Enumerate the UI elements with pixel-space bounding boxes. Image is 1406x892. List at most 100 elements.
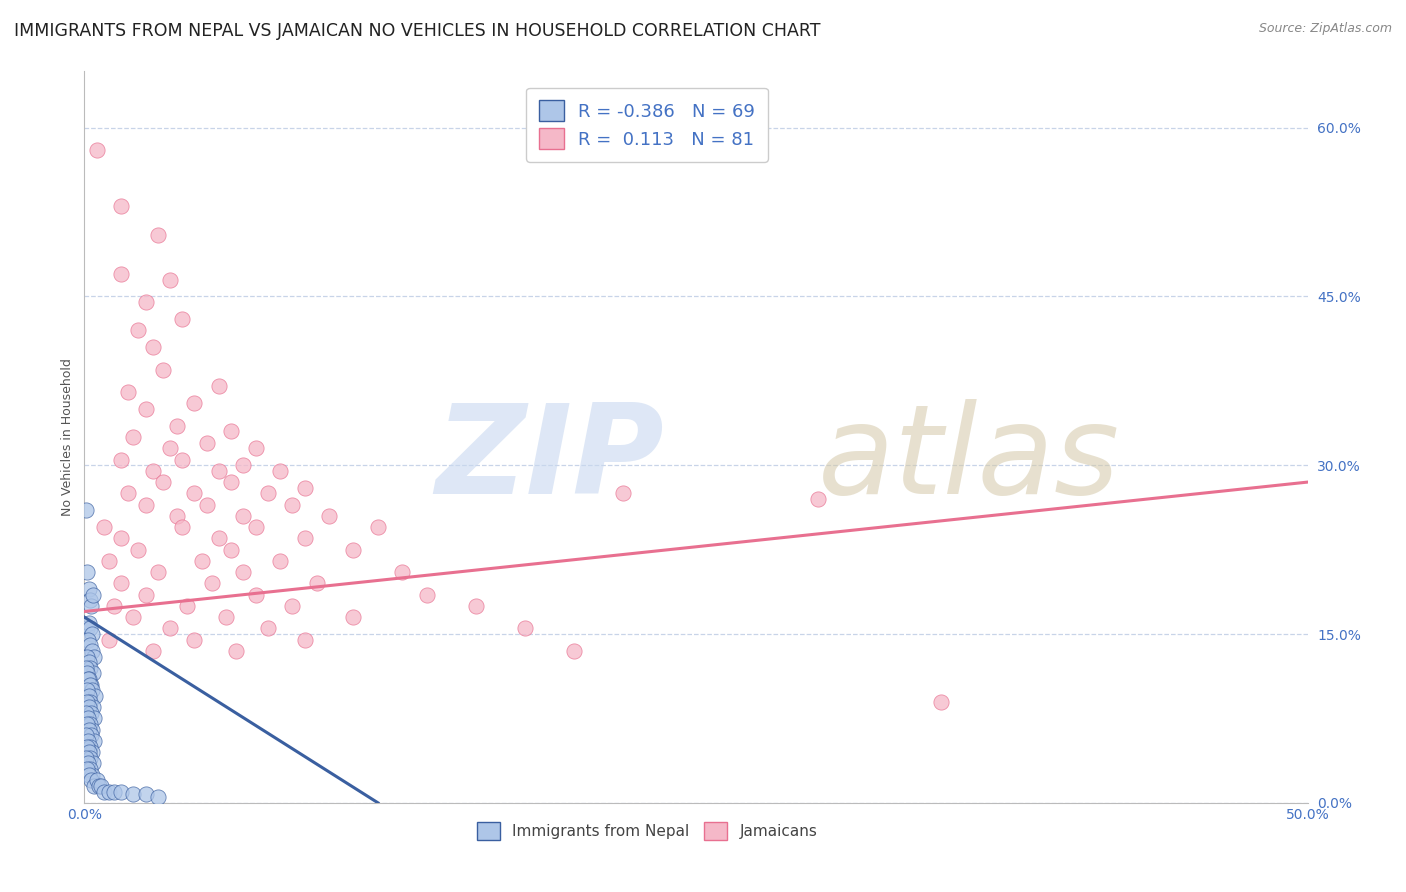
Point xyxy=(152,362,174,376)
Point xyxy=(195,498,218,512)
Point xyxy=(77,756,100,771)
Point xyxy=(110,532,132,546)
Point xyxy=(83,649,105,664)
Point xyxy=(77,745,100,759)
Point xyxy=(305,576,328,591)
Point xyxy=(75,706,97,720)
Point xyxy=(76,762,98,776)
Point xyxy=(77,689,100,703)
Point xyxy=(79,762,101,776)
Point xyxy=(152,475,174,489)
Point xyxy=(82,700,104,714)
Point xyxy=(159,621,181,635)
Point xyxy=(232,565,254,579)
Point xyxy=(257,486,280,500)
Point xyxy=(97,784,120,798)
Point xyxy=(77,615,100,630)
Point xyxy=(122,787,145,801)
Point xyxy=(318,508,340,523)
Point xyxy=(135,588,157,602)
Point xyxy=(80,644,103,658)
Point xyxy=(159,272,181,286)
Point xyxy=(110,576,132,591)
Point xyxy=(82,627,104,641)
Point xyxy=(367,520,389,534)
Point xyxy=(183,396,205,410)
Point xyxy=(97,554,120,568)
Point xyxy=(75,728,97,742)
Point xyxy=(76,739,98,754)
Point xyxy=(172,312,194,326)
Point xyxy=(929,694,952,708)
Point xyxy=(77,723,100,737)
Point xyxy=(83,734,105,748)
Point xyxy=(80,678,103,692)
Point xyxy=(612,486,634,500)
Point xyxy=(208,464,231,478)
Text: Source: ZipAtlas.com: Source: ZipAtlas.com xyxy=(1258,22,1392,36)
Point xyxy=(200,576,222,591)
Point xyxy=(146,790,169,805)
Point xyxy=(76,683,98,698)
Point xyxy=(77,632,100,647)
Point xyxy=(391,565,413,579)
Point xyxy=(225,644,247,658)
Point xyxy=(80,599,103,613)
Point xyxy=(80,767,103,781)
Point xyxy=(127,542,149,557)
Point xyxy=(245,442,267,456)
Point xyxy=(269,554,291,568)
Point xyxy=(807,491,830,506)
Point xyxy=(159,442,181,456)
Point xyxy=(79,638,101,652)
Point xyxy=(79,661,101,675)
Y-axis label: No Vehicles in Household: No Vehicles in Household xyxy=(60,359,75,516)
Point xyxy=(208,532,231,546)
Point xyxy=(219,542,242,557)
Point xyxy=(77,767,100,781)
Point xyxy=(172,452,194,467)
Point xyxy=(245,588,267,602)
Point xyxy=(191,554,214,568)
Point xyxy=(135,401,157,416)
Point xyxy=(79,751,101,765)
Point xyxy=(416,588,439,602)
Point xyxy=(142,644,165,658)
Point xyxy=(135,498,157,512)
Point xyxy=(513,621,536,635)
Point xyxy=(77,582,100,596)
Point xyxy=(127,323,149,337)
Point xyxy=(215,610,238,624)
Point xyxy=(342,542,364,557)
Point xyxy=(80,723,103,737)
Point xyxy=(269,464,291,478)
Point xyxy=(76,717,98,731)
Point xyxy=(76,565,98,579)
Point xyxy=(80,683,103,698)
Point xyxy=(146,565,169,579)
Point xyxy=(122,610,145,624)
Point xyxy=(82,756,104,771)
Point xyxy=(183,486,205,500)
Point xyxy=(82,666,104,681)
Point xyxy=(77,700,100,714)
Point xyxy=(232,458,254,473)
Point xyxy=(75,661,97,675)
Point xyxy=(195,435,218,450)
Point xyxy=(83,779,105,793)
Point xyxy=(294,481,316,495)
Point xyxy=(294,532,316,546)
Point xyxy=(79,678,101,692)
Text: atlas: atlas xyxy=(818,399,1121,519)
Point xyxy=(79,621,101,635)
Point xyxy=(79,593,101,607)
Point xyxy=(176,599,198,613)
Point xyxy=(77,711,100,725)
Point xyxy=(142,464,165,478)
Point xyxy=(76,666,98,681)
Point xyxy=(93,520,115,534)
Point xyxy=(135,787,157,801)
Point xyxy=(75,751,97,765)
Point xyxy=(83,689,105,703)
Point xyxy=(135,295,157,310)
